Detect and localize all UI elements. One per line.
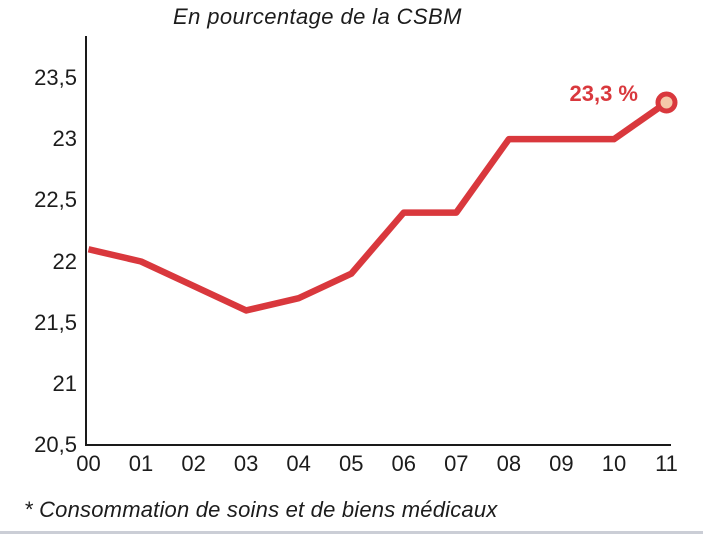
y-tick-label: 23,5 bbox=[34, 65, 77, 90]
x-tick-label: 05 bbox=[338, 451, 364, 476]
y-tick-label: 22 bbox=[52, 248, 77, 274]
y-tick-label: 23 bbox=[52, 126, 77, 152]
x-tick-label: 11 bbox=[655, 451, 678, 476]
value-annotation: 23,3 % bbox=[569, 81, 639, 106]
y-tick-label: 22,5 bbox=[34, 187, 77, 213]
x-tick-label: 10 bbox=[601, 451, 627, 476]
axes bbox=[85, 36, 671, 446]
footnote: * Consommation de soins et de biens médi… bbox=[24, 497, 498, 522]
bottom-divider bbox=[0, 531, 703, 534]
x-tick-label: 01 bbox=[128, 451, 154, 476]
x-tick-label: 09 bbox=[549, 451, 574, 476]
y-tick-label: 21,5 bbox=[34, 309, 77, 335]
x-tick-label: 02 bbox=[181, 451, 206, 476]
x-tick-label: 04 bbox=[286, 451, 311, 476]
data-line bbox=[87, 99, 669, 314]
y-tick-label: 21 bbox=[52, 370, 77, 396]
x-tick-label: 07 bbox=[444, 451, 469, 476]
end-point-marker bbox=[655, 91, 678, 114]
chart-title: En pourcentage de la CSBM bbox=[173, 4, 462, 29]
x-tick-label: 03 bbox=[233, 451, 259, 476]
x-tick-label: 00 bbox=[76, 451, 101, 476]
x-tick-label: 08 bbox=[496, 451, 522, 476]
x-tick-label: 06 bbox=[391, 451, 416, 476]
y-tick-label: 20,5 bbox=[34, 432, 77, 457]
